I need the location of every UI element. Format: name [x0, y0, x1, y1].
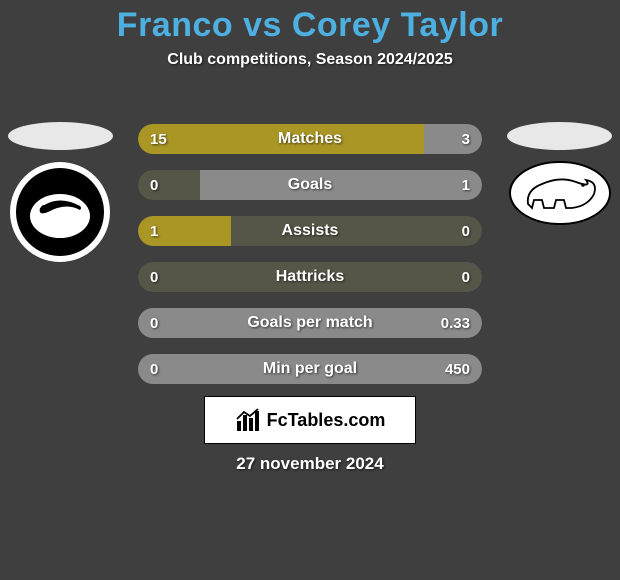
swansea-logo-icon: [8, 160, 112, 264]
ellipse-shadow-right: [507, 122, 612, 150]
brand-chart-icon: [235, 407, 261, 433]
stat-row: 0450Min per goal: [138, 354, 482, 384]
stat-row: 00.33Goals per match: [138, 308, 482, 338]
stat-label: Matches: [138, 124, 482, 154]
brand-box: FcTables.com: [204, 396, 416, 444]
stat-label: Goals per match: [138, 308, 482, 338]
stat-row: 00Hattricks: [138, 262, 482, 292]
subtitle: Club competitions, Season 2024/2025: [0, 51, 620, 69]
ellipse-shadow-left: [8, 122, 113, 150]
stat-label: Hattricks: [138, 262, 482, 292]
team-logo-left: [8, 120, 112, 269]
stat-row: 10Assists: [138, 216, 482, 246]
date-text: 27 november 2024: [0, 454, 620, 474]
derby-logo-icon: [508, 160, 612, 226]
page-title: Franco vs Corey Taylor: [0, 0, 620, 45]
stat-label: Assists: [138, 216, 482, 246]
brand-text: FcTables.com: [267, 410, 386, 431]
stat-row: 153Matches: [138, 124, 482, 154]
stat-label: Min per goal: [138, 354, 482, 384]
stats-bars: 153Matches 01Goals 10Assists 00Hattricks 00.…: [138, 124, 482, 400]
stat-row: 01Goals: [138, 170, 482, 200]
team-logo-right: [508, 160, 612, 231]
stat-label: Goals: [138, 170, 482, 200]
